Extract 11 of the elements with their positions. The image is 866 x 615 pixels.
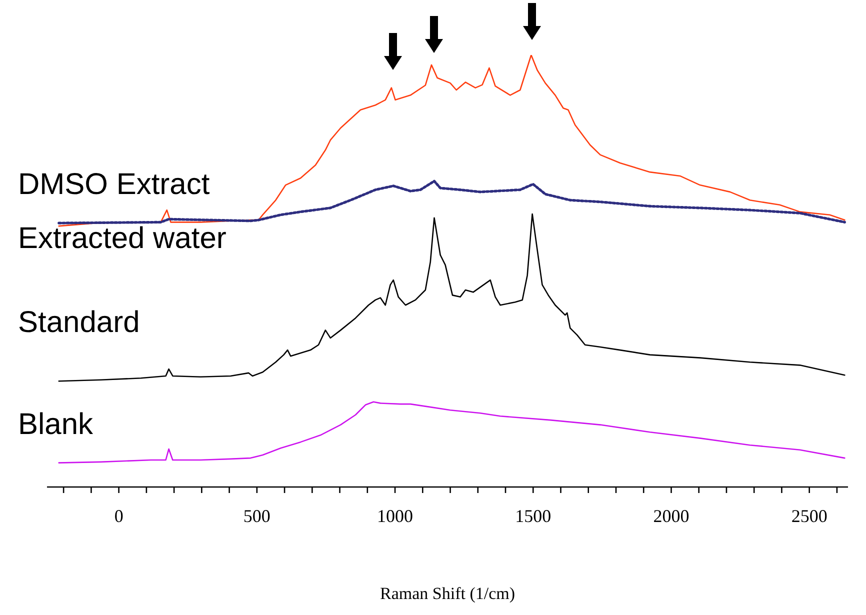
x-axis-title: Raman Shift (1/cm) <box>380 584 516 603</box>
series-label: Extracted water <box>18 222 226 256</box>
series-label: DMSO Extract <box>18 168 210 202</box>
x-tick-label: 1000 <box>377 506 414 526</box>
series-label: Blank <box>18 408 94 442</box>
x-tick-label: 2500 <box>791 506 828 526</box>
x-tick-label: 500 <box>243 506 270 526</box>
series-label: Standard <box>18 306 140 340</box>
x-tick-label: 1500 <box>515 506 552 526</box>
x-tick-label: 0 <box>114 506 124 526</box>
x-tick-label: 2000 <box>653 506 690 526</box>
